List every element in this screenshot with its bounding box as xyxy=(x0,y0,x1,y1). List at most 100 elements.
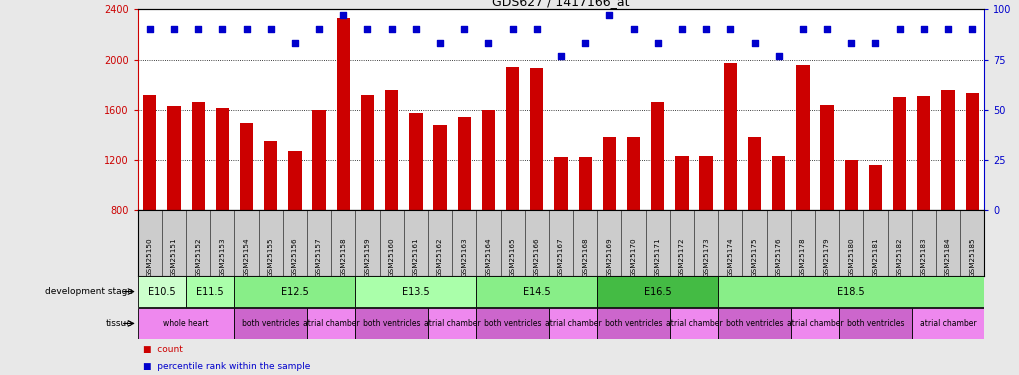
Bar xyxy=(941,90,954,210)
Text: both ventricles: both ventricles xyxy=(363,319,420,328)
Text: atrial chamber: atrial chamber xyxy=(786,319,843,328)
Text: E10.5: E10.5 xyxy=(148,286,175,297)
Point xyxy=(769,53,786,58)
Bar xyxy=(965,93,978,210)
Point xyxy=(431,40,447,46)
Point xyxy=(190,26,206,33)
Text: development stage: development stage xyxy=(45,287,132,296)
Text: E13.5: E13.5 xyxy=(401,286,429,297)
Bar xyxy=(717,308,790,339)
Bar xyxy=(384,90,398,210)
Bar xyxy=(288,151,302,210)
Point xyxy=(262,26,278,33)
Bar xyxy=(192,102,205,210)
Bar xyxy=(138,308,234,339)
Text: both ventricles: both ventricles xyxy=(242,319,300,328)
Bar xyxy=(747,137,760,210)
Text: whole heart: whole heart xyxy=(163,319,209,328)
Text: E14.5: E14.5 xyxy=(523,286,550,297)
Bar xyxy=(530,68,543,210)
Point xyxy=(818,26,835,33)
Bar xyxy=(675,156,688,210)
Bar xyxy=(627,137,640,210)
Bar xyxy=(790,308,839,339)
Bar xyxy=(796,64,809,210)
Point xyxy=(480,40,496,46)
Text: both ventricles: both ventricles xyxy=(846,319,903,328)
Bar xyxy=(428,308,476,339)
Text: both ventricles: both ventricles xyxy=(483,319,541,328)
Bar xyxy=(892,97,906,210)
Point xyxy=(335,12,352,18)
Point xyxy=(674,26,690,33)
Text: E12.5: E12.5 xyxy=(281,286,309,297)
Point xyxy=(866,40,882,46)
Bar xyxy=(650,102,663,210)
Bar xyxy=(355,276,476,307)
Point xyxy=(214,26,230,33)
Bar xyxy=(839,308,911,339)
Bar xyxy=(911,308,983,339)
Bar xyxy=(239,123,253,210)
Point xyxy=(455,26,472,33)
Bar xyxy=(597,308,669,339)
Point xyxy=(359,26,375,33)
Point xyxy=(552,53,569,58)
Text: tissue: tissue xyxy=(106,319,132,328)
Bar xyxy=(138,276,185,307)
Bar xyxy=(597,276,717,307)
Bar xyxy=(916,96,929,210)
Point xyxy=(649,40,665,46)
Bar xyxy=(476,276,597,307)
Bar xyxy=(264,141,277,210)
Point xyxy=(311,26,327,33)
Bar xyxy=(548,308,597,339)
Point xyxy=(142,26,158,33)
Text: ■  percentile rank within the sample: ■ percentile rank within the sample xyxy=(143,362,310,370)
Bar xyxy=(355,308,428,339)
Point xyxy=(238,26,255,33)
Text: atrial chamber: atrial chamber xyxy=(919,319,975,328)
Point xyxy=(383,26,399,33)
Point xyxy=(697,26,713,33)
Point xyxy=(938,26,955,33)
Bar xyxy=(458,117,471,210)
Bar xyxy=(717,276,983,307)
Bar xyxy=(505,67,519,210)
Bar xyxy=(722,63,737,210)
Point xyxy=(891,26,907,33)
Point xyxy=(166,26,182,33)
Point xyxy=(577,40,593,46)
Point xyxy=(721,26,738,33)
Bar xyxy=(476,308,548,339)
Point xyxy=(794,26,810,33)
Point xyxy=(528,26,544,33)
Bar xyxy=(312,110,325,210)
Bar xyxy=(771,156,785,210)
Text: atrial chamber: atrial chamber xyxy=(303,319,359,328)
Bar xyxy=(185,276,234,307)
Point xyxy=(600,12,616,18)
Bar xyxy=(602,137,615,210)
Bar xyxy=(699,156,712,210)
Bar xyxy=(553,158,568,210)
Bar xyxy=(819,105,833,210)
Title: GDS627 / 1417166_at: GDS627 / 1417166_at xyxy=(492,0,629,8)
Point xyxy=(408,26,424,33)
Bar xyxy=(167,106,180,210)
Bar xyxy=(481,110,494,210)
Bar xyxy=(215,108,229,210)
Text: both ventricles: both ventricles xyxy=(726,319,783,328)
Bar xyxy=(234,276,355,307)
Point xyxy=(963,26,979,33)
Bar xyxy=(234,308,307,339)
Bar xyxy=(143,94,156,210)
Point xyxy=(286,40,303,46)
Text: atrial chamber: atrial chamber xyxy=(544,319,601,328)
Bar xyxy=(433,125,446,210)
Text: atrial chamber: atrial chamber xyxy=(665,319,721,328)
Bar xyxy=(669,308,717,339)
Point xyxy=(746,40,762,46)
Text: E16.5: E16.5 xyxy=(643,286,671,297)
Bar xyxy=(844,160,857,210)
